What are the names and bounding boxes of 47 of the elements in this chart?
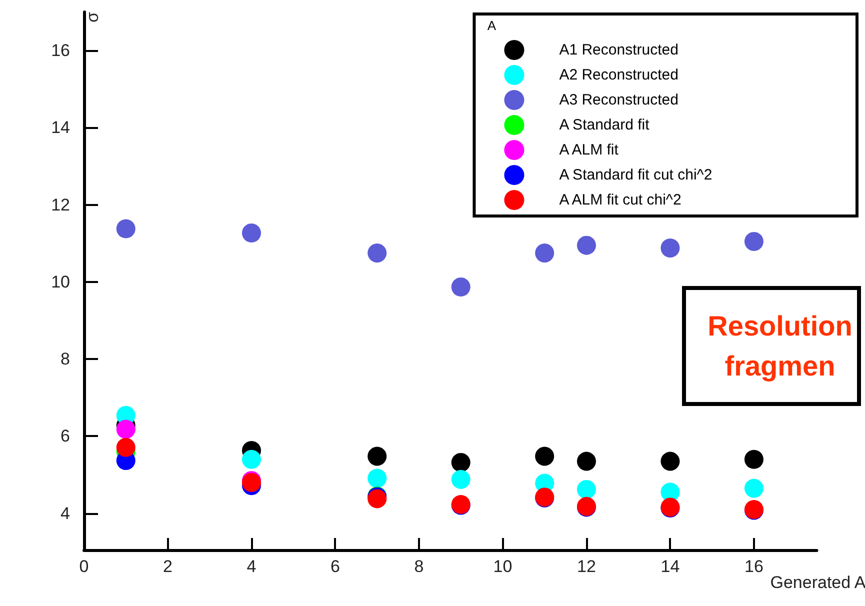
x-tick-label: 10 (493, 557, 512, 576)
point (744, 478, 764, 498)
x-tick-label: 14 (660, 557, 680, 576)
y-tick-label: 16 (51, 41, 70, 60)
legend-label: A ALM fit cut chi^2 (559, 192, 682, 208)
legend-label: A Standard fit cut chi^2 (559, 166, 712, 184)
x-tick-label: 12 (577, 557, 596, 576)
y-tick-label: 10 (51, 272, 70, 292)
point (116, 438, 136, 457)
y-tick-label: 14 (51, 118, 70, 138)
x-tick-label: 16 (744, 557, 764, 576)
y-tick-label: 8 (60, 350, 70, 369)
point (242, 450, 261, 469)
point (576, 452, 596, 471)
point (451, 470, 470, 489)
legend-label: A ALM fit (559, 142, 620, 158)
x-tick-label: 0 (79, 557, 89, 576)
point (242, 223, 261, 242)
legend-title: A (487, 18, 496, 33)
x-tick-label: 4 (246, 557, 256, 576)
point (116, 219, 136, 238)
x-tick-label: 2 (163, 557, 172, 576)
point (368, 446, 387, 466)
point (535, 244, 554, 263)
point (660, 238, 680, 258)
y-axis-title: σ (83, 12, 102, 22)
point (744, 450, 764, 469)
point (576, 480, 596, 499)
point (368, 244, 387, 263)
x-tick-label: 6 (330, 557, 340, 576)
legend-label: A3 Reconstructed (559, 92, 678, 108)
point (576, 236, 596, 255)
annotation: Resolution fragmen (708, 310, 852, 382)
legend-label: A Standard fit (559, 116, 650, 134)
legend-label: A2 Reconstructed (559, 66, 678, 84)
x-tick-label: 8 (414, 557, 424, 576)
point (368, 468, 387, 488)
point (451, 277, 470, 296)
y-tick-label: 12 (51, 195, 70, 214)
point (116, 420, 136, 439)
y-tick-label: 6 (60, 426, 70, 446)
y-tick-label: 4 (60, 504, 70, 523)
point (660, 452, 680, 471)
point (451, 452, 470, 472)
point (744, 232, 764, 251)
legend-label: A1 Reconstructed (559, 42, 678, 58)
point (535, 446, 554, 466)
